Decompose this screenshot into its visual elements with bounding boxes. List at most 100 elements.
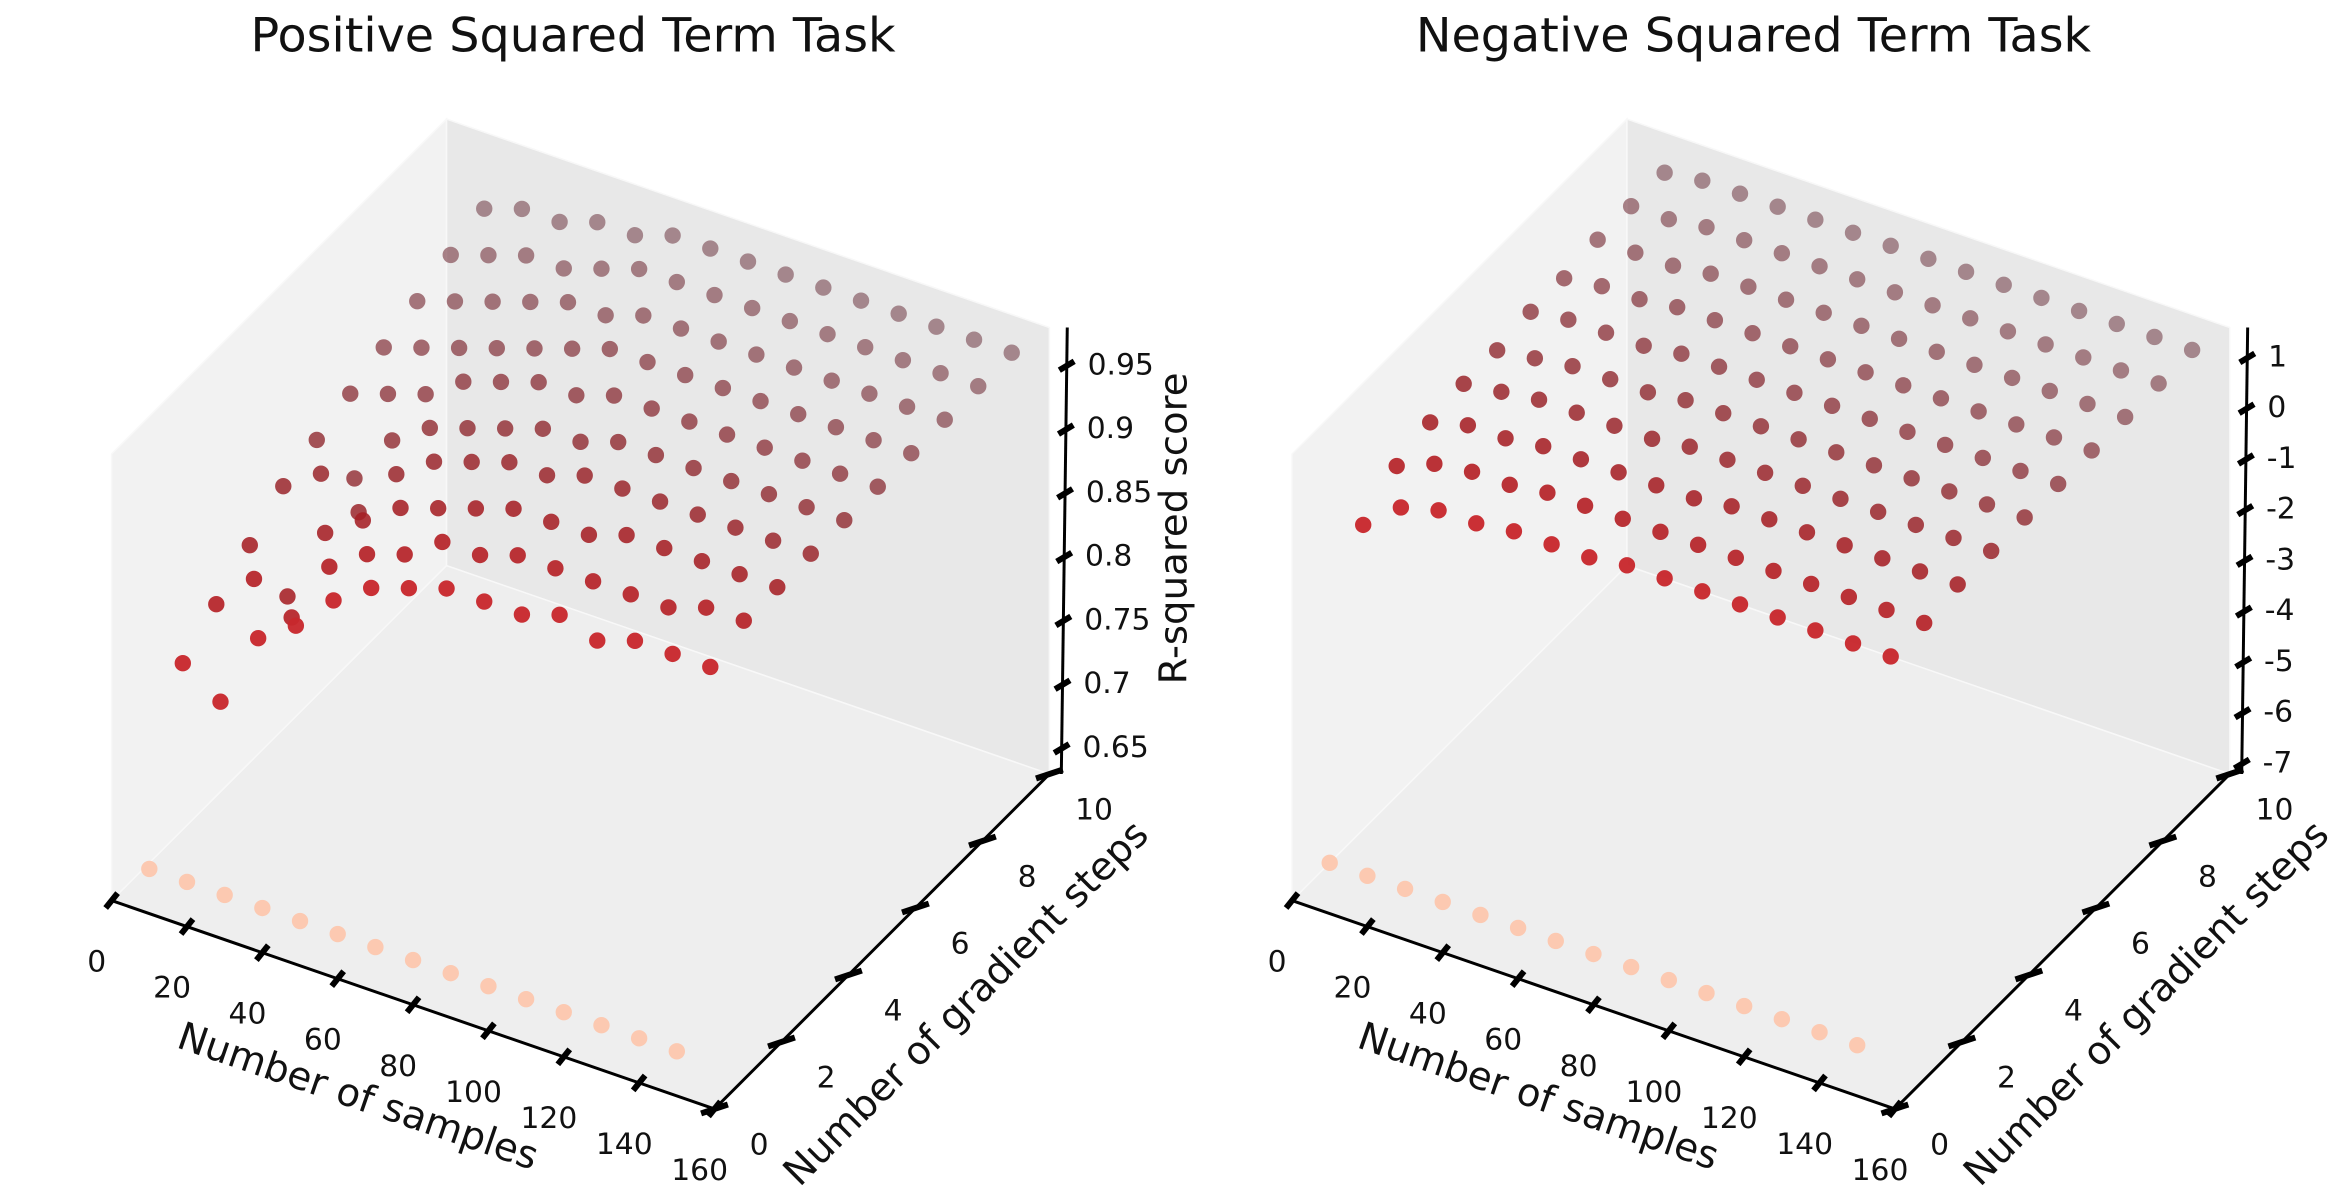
data-point — [1907, 516, 1925, 534]
data-point — [1698, 984, 1715, 1002]
data-point — [1543, 536, 1560, 553]
x-tick — [329, 969, 346, 989]
data-point — [651, 493, 669, 510]
data-point — [1568, 404, 1585, 421]
data-point — [1719, 451, 1736, 468]
data-point — [1731, 185, 1749, 202]
data-point — [249, 630, 267, 647]
data-point — [890, 305, 907, 322]
data-point — [2112, 362, 2130, 379]
data-point — [505, 500, 522, 517]
y-tick-label: 2 — [1997, 1061, 2016, 1096]
data-point — [785, 359, 803, 376]
data-point — [538, 467, 556, 484]
data-point — [1681, 438, 1698, 455]
data-point — [568, 387, 585, 404]
data-point — [970, 378, 987, 395]
data-point — [1731, 596, 1749, 613]
data-point — [375, 339, 392, 356]
z-tick-label: 0.95 — [1088, 347, 1154, 382]
y-tick — [1947, 1034, 1977, 1050]
data-point — [1945, 529, 1962, 547]
y-tick — [1035, 766, 1064, 782]
data-point — [823, 372, 840, 389]
data-point — [1874, 550, 1891, 567]
data-point — [178, 873, 196, 891]
z-tick-label: -1 — [2267, 441, 2297, 476]
data-point — [790, 405, 807, 423]
y-tick-label: 0 — [1930, 1128, 1949, 1163]
data-point — [1468, 515, 1485, 532]
data-point — [735, 612, 752, 629]
data-point — [1807, 622, 1824, 639]
data-point — [312, 465, 330, 482]
data-point — [756, 439, 773, 456]
data-point — [626, 227, 644, 244]
data-point — [681, 413, 698, 430]
data-point — [584, 573, 602, 590]
x-tick — [555, 1047, 573, 1067]
data-point — [463, 453, 480, 471]
y-tick-label: 6 — [951, 927, 970, 962]
data-point — [1819, 351, 1837, 368]
data-point — [894, 351, 912, 369]
data-point — [1853, 317, 1870, 334]
data-point — [1677, 392, 1694, 409]
x-tick-label: 140 — [596, 1127, 653, 1162]
data-point — [618, 526, 635, 544]
data-point — [1673, 345, 1690, 362]
data-point — [1505, 523, 1523, 540]
data-point — [656, 539, 673, 557]
z-axis — [2240, 327, 2250, 775]
x-tick-label: 0 — [1268, 945, 1287, 980]
data-point — [1652, 523, 1669, 541]
data-point — [1396, 880, 1414, 898]
data-point — [1535, 438, 1552, 455]
data-point — [2041, 382, 2058, 400]
data-point — [1769, 198, 1786, 215]
data-point — [1643, 430, 1661, 447]
data-point — [476, 593, 493, 610]
data-point — [660, 599, 677, 616]
data-point — [513, 606, 531, 623]
data-point — [597, 307, 614, 324]
data-point — [446, 293, 464, 310]
data-point — [1606, 417, 1623, 434]
data-point — [1530, 391, 1548, 408]
y-tick — [901, 900, 930, 916]
data-point — [827, 418, 845, 436]
data-point — [555, 1004, 572, 1021]
data-point — [572, 433, 589, 450]
x-tick — [630, 1073, 648, 1093]
z-tick — [1055, 550, 1074, 565]
data-point — [685, 459, 702, 477]
data-point — [492, 373, 510, 391]
x-tick — [103, 891, 120, 910]
x-tick — [1660, 1021, 1678, 1041]
data-point — [241, 536, 258, 554]
z-axis-label: R-squared score — [1151, 372, 1196, 684]
x-tick — [480, 1021, 497, 1041]
data-point — [2079, 395, 2096, 413]
data-point — [1727, 549, 1744, 567]
x-tick — [1585, 995, 1602, 1015]
z-tick — [2236, 503, 2255, 518]
data-point — [1916, 614, 1933, 632]
data-point — [1761, 511, 1778, 528]
data-point — [522, 293, 539, 311]
data-point — [752, 392, 769, 410]
y-tick-label: 10 — [2256, 793, 2294, 828]
data-point — [2070, 302, 2088, 320]
data-point — [1355, 516, 1372, 534]
data-point — [861, 385, 878, 402]
data-point — [321, 558, 338, 575]
x-tick-label: 60 — [1484, 1023, 1522, 1058]
data-point — [354, 512, 372, 529]
data-point — [1752, 418, 1770, 435]
data-point — [965, 331, 983, 348]
data-point — [743, 299, 761, 317]
data-point — [798, 498, 815, 516]
data-point — [1622, 958, 1640, 976]
data-point — [517, 990, 535, 1008]
data-point — [865, 431, 882, 449]
